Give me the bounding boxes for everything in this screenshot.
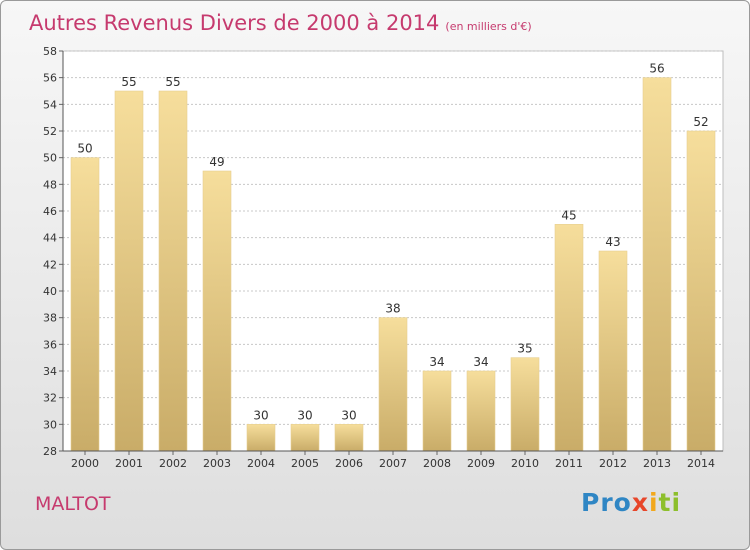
data-label-2003: 49 bbox=[209, 155, 224, 169]
x-tick-label: 2014 bbox=[687, 457, 715, 470]
data-label-2008: 34 bbox=[429, 355, 444, 369]
bar-2004 bbox=[246, 424, 276, 452]
chart-title: Autres Revenus Divers de 2000 à 2014 (en … bbox=[29, 11, 532, 35]
data-label-2001: 55 bbox=[121, 75, 136, 89]
x-tick-label: 2007 bbox=[379, 457, 407, 470]
bar-2001 bbox=[114, 90, 144, 452]
bar-2014 bbox=[686, 130, 716, 452]
bar-2008 bbox=[422, 370, 452, 452]
bar-2007 bbox=[378, 317, 408, 452]
x-tick-label: 2005 bbox=[291, 457, 319, 470]
y-tick-label: 48 bbox=[43, 178, 57, 191]
y-tick-label: 38 bbox=[43, 312, 57, 325]
x-tick-label: 2001 bbox=[115, 457, 143, 470]
y-tick-label: 54 bbox=[43, 98, 57, 111]
y-tick-label: 50 bbox=[43, 152, 57, 165]
y-tick-label: 36 bbox=[43, 338, 57, 351]
logo-part-2: x bbox=[631, 488, 649, 517]
data-label-2010: 35 bbox=[517, 342, 532, 356]
x-tick-label: 2003 bbox=[203, 457, 231, 470]
bar-2002 bbox=[158, 90, 188, 452]
data-label-2000: 50 bbox=[77, 142, 92, 156]
place-name: MALTOT bbox=[35, 493, 111, 515]
x-tick-label: 2008 bbox=[423, 457, 451, 470]
chart-subtitle: (en milliers d'€) bbox=[445, 20, 532, 33]
y-tick-label: 40 bbox=[43, 285, 57, 298]
x-tick-label: 2009 bbox=[467, 457, 495, 470]
data-label-2014: 52 bbox=[693, 115, 708, 129]
bar-2009 bbox=[466, 370, 496, 452]
data-label-2012: 43 bbox=[605, 235, 620, 249]
y-tick-label: 56 bbox=[43, 72, 57, 85]
data-label-2011: 45 bbox=[561, 208, 576, 222]
bar-2013 bbox=[642, 77, 672, 452]
bar-2012 bbox=[598, 250, 628, 452]
data-label-2004: 30 bbox=[253, 408, 268, 422]
y-tick-label: 34 bbox=[43, 365, 57, 378]
x-tick-label: 2006 bbox=[335, 457, 363, 470]
y-tick-label: 46 bbox=[43, 205, 57, 218]
x-tick-label: 2013 bbox=[643, 457, 671, 470]
y-tick-label: 42 bbox=[43, 258, 57, 271]
x-tick-label: 2012 bbox=[599, 457, 627, 470]
proxiti-logo: Proxiti bbox=[581, 488, 681, 517]
logo-part-1: Pro bbox=[581, 488, 632, 517]
x-tick-label: 2010 bbox=[511, 457, 539, 470]
logo-part-3: i bbox=[648, 488, 659, 517]
data-label-2005: 30 bbox=[297, 408, 312, 422]
y-tick-label: 28 bbox=[43, 445, 57, 458]
y-tick-label: 30 bbox=[43, 418, 57, 431]
y-tick-label: 58 bbox=[43, 45, 57, 58]
bar-2005 bbox=[290, 424, 320, 452]
x-tick-label: 2011 bbox=[555, 457, 583, 470]
data-label-2006: 30 bbox=[341, 408, 356, 422]
x-tick-label: 2004 bbox=[247, 457, 275, 470]
x-tick-label: 2000 bbox=[71, 457, 99, 470]
data-label-2007: 38 bbox=[385, 302, 400, 316]
bar-2006 bbox=[334, 424, 364, 452]
y-tick-label: 52 bbox=[43, 125, 57, 138]
chart-title-text: Autres Revenus Divers de 2000 à 2014 bbox=[29, 11, 440, 35]
y-tick-label: 44 bbox=[43, 232, 57, 245]
bar-2000 bbox=[70, 157, 100, 452]
bar-2003 bbox=[202, 170, 232, 452]
y-tick-label: 32 bbox=[43, 392, 57, 405]
bar-2011 bbox=[554, 224, 584, 452]
bar-2010 bbox=[510, 357, 540, 452]
logo-part-4: ti bbox=[658, 488, 682, 517]
data-label-2002: 55 bbox=[165, 75, 180, 89]
x-tick-label: 2002 bbox=[159, 457, 187, 470]
data-label-2013: 56 bbox=[649, 62, 664, 76]
data-label-2009: 34 bbox=[473, 355, 488, 369]
